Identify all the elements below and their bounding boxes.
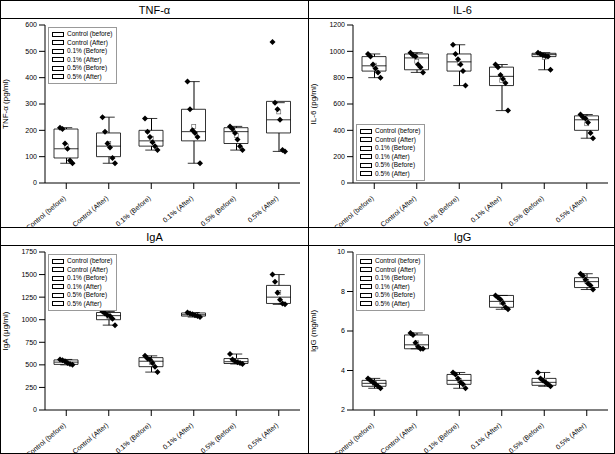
html-text:Control (before): Control (before) <box>375 257 421 264</box>
svg-text:500: 500 <box>25 361 37 368</box>
svg-text:0: 0 <box>341 179 345 186</box>
svg-text:600: 600 <box>25 21 37 28</box>
svg-text:10: 10 <box>337 248 345 255</box>
svg-text:Control (After): Control (After) <box>379 421 418 454</box>
svg-text:TNF-α (pg/ml): TNF-α (pg/ml) <box>8 79 10 129</box>
html-text:TNF-α: TNF-α <box>138 4 171 16</box>
html-text:0.1% (After): 0.1% (After) <box>375 152 410 160</box>
html-text:Control (before): Control (before) <box>375 127 421 134</box>
svg-text:1250: 1250 <box>21 294 37 301</box>
svg-text:4: 4 <box>341 367 345 374</box>
svg-text:1000: 1000 <box>21 316 37 323</box>
svg-text:0.1% (After): 0.1% (After) <box>161 194 195 224</box>
svg-text:0.1% (After): 0.1% (After) <box>161 421 195 451</box>
svg-text:0.1% (Before): 0.1% (Before) <box>422 194 460 227</box>
html-text:0.5% (After): 0.5% (After) <box>375 169 410 177</box>
svg-text:0.5% (After): 0.5% (After) <box>246 421 280 451</box>
svg-text:0.1% (After): 0.1% (After) <box>469 421 503 451</box>
svg-text:600: 600 <box>333 100 345 107</box>
html-text:0.5% (After): 0.5% (After) <box>375 299 410 307</box>
svg-text:0.5% (Before): 0.5% (Before) <box>507 194 545 227</box>
svg-text:750: 750 <box>25 339 37 346</box>
svg-text:0.5% (After): 0.5% (After) <box>554 421 588 451</box>
html-text:IgA: IgA <box>146 231 163 243</box>
html-text:0.1% (After): 0.1% (After) <box>67 55 102 63</box>
html-text:0.5% (Before): 0.5% (Before) <box>67 291 108 298</box>
svg-text:0.1% (After): 0.1% (After) <box>469 194 503 224</box>
html-text:0.5% (After): 0.5% (After) <box>67 72 102 80</box>
svg-text:0.5% (After): 0.5% (After) <box>246 194 280 224</box>
svg-text:300: 300 <box>25 100 37 107</box>
svg-text:Control (After): Control (After) <box>71 421 110 454</box>
svg-text:Control (After): Control (After) <box>71 194 110 227</box>
svg-text:1000: 1000 <box>329 48 345 55</box>
svg-text:IgA (μg/ml): IgA (μg/ml) <box>8 311 10 350</box>
svg-text:Control (After): Control (After) <box>379 194 418 227</box>
svg-text:0.1% (Before): 0.1% (Before) <box>114 194 152 227</box>
svg-text:100: 100 <box>25 153 37 160</box>
html-text:Control (After): Control (After) <box>375 265 416 273</box>
html-text:IgG: IgG <box>453 231 472 243</box>
svg-text:Control (before): Control (before) <box>25 194 68 227</box>
svg-text:0: 0 <box>33 179 37 186</box>
html-text:Control (before): Control (before) <box>67 257 113 264</box>
html-text:Control (After): Control (After) <box>67 265 108 273</box>
svg-text:2: 2 <box>341 406 345 413</box>
svg-text:0.5% (Before): 0.5% (Before) <box>199 194 237 227</box>
html-text:0.1% (Before): 0.1% (Before) <box>375 144 416 151</box>
html-text:0.1% (After): 0.1% (After) <box>67 282 102 290</box>
svg-text:1200: 1200 <box>329 21 345 28</box>
html-text:Control (After): Control (After) <box>375 135 416 143</box>
html-text:0.5% (Before): 0.5% (Before) <box>67 64 108 71</box>
svg-text:200: 200 <box>25 127 37 134</box>
svg-text:1750: 1750 <box>21 248 37 255</box>
html-text:0.5% (After): 0.5% (After) <box>67 299 102 307</box>
svg-text:400: 400 <box>25 74 37 81</box>
svg-text:0: 0 <box>33 406 37 413</box>
svg-text:500: 500 <box>25 48 37 55</box>
svg-text:Control (before): Control (before) <box>333 194 376 227</box>
svg-text:1500: 1500 <box>21 271 37 278</box>
svg-text:Control (before): Control (before) <box>333 421 376 454</box>
svg-text:0.5% (After): 0.5% (After) <box>554 194 588 224</box>
svg-text:200: 200 <box>333 153 345 160</box>
svg-text:250: 250 <box>25 384 37 391</box>
html-text:0.1% (Before): 0.1% (Before) <box>375 274 416 281</box>
html-text:0.5% (Before): 0.5% (Before) <box>375 161 416 168</box>
svg-text:Control (before): Control (before) <box>25 421 68 454</box>
html-text:IL-6: IL-6 <box>453 4 472 16</box>
html-text:Control (before): Control (before) <box>67 30 113 37</box>
svg-text:0.5% (Before): 0.5% (Before) <box>199 421 237 454</box>
svg-text:IgG (mg/ml): IgG (mg/ml) <box>309 310 318 353</box>
svg-text:0.1% (Before): 0.1% (Before) <box>422 421 460 454</box>
svg-text:400: 400 <box>333 127 345 134</box>
svg-text:IL-6 (pg/ml): IL-6 (pg/ml) <box>309 83 318 124</box>
svg-text:0.1% (Before): 0.1% (Before) <box>114 421 152 454</box>
svg-text:800: 800 <box>333 74 345 81</box>
svg-text:6: 6 <box>341 327 345 334</box>
svg-text:8: 8 <box>341 288 345 295</box>
svg-text:0.5% (Before): 0.5% (Before) <box>507 421 545 454</box>
html-text:0.1% (Before): 0.1% (Before) <box>67 47 108 54</box>
html-text:0.1% (Before): 0.1% (Before) <box>67 274 108 281</box>
html-text:0.1% (After): 0.1% (After) <box>375 282 410 290</box>
html-text:Control (After): Control (After) <box>67 38 108 46</box>
html-text:0.5% (Before): 0.5% (Before) <box>375 291 416 298</box>
